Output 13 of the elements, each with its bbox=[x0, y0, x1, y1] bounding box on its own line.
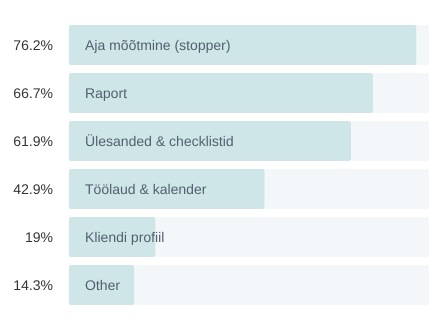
data-label: 76.2% bbox=[13, 36, 53, 53]
data-label: 42.9% bbox=[13, 180, 53, 197]
data-label: 61.9% bbox=[13, 132, 53, 149]
data-label: 19% bbox=[24, 228, 53, 245]
y-tick-label: Aja mõõtmine (stopper) bbox=[85, 36, 231, 53]
data-label: 14.3% bbox=[13, 276, 53, 293]
y-tick-label: Other bbox=[85, 276, 120, 293]
bar bbox=[69, 265, 134, 305]
y-tick-label: Ülesanded & checklistid bbox=[85, 132, 234, 149]
y-tick-label: Kliendi profiil bbox=[85, 228, 164, 245]
y-tick-label: Töölaud & kalender bbox=[85, 180, 207, 197]
y-tick-label: Raport bbox=[85, 84, 128, 101]
data-label: 66.7% bbox=[13, 84, 53, 101]
